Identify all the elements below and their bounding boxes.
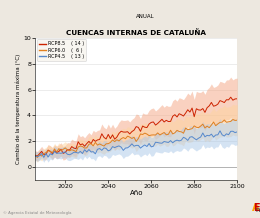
Text: E: E [253, 203, 259, 213]
Text: met: met [256, 207, 260, 213]
Legend: RCP8.5    ( 14 ), RCP6.0    (  6 ), RCP4.5    ( 13 ): RCP8.5 ( 14 ), RCP6.0 ( 6 ), RCP4.5 ( 13… [37, 39, 86, 61]
Text: ANUAL: ANUAL [136, 14, 155, 19]
Text: © Agencia Estatal de Meteorología: © Agencia Estatal de Meteorología [3, 211, 71, 215]
Title: CUENCAS INTERNAS DE CATALUÑA: CUENCAS INTERNAS DE CATALUÑA [66, 29, 206, 36]
Text: A: A [252, 203, 260, 213]
X-axis label: Año: Año [129, 191, 143, 196]
Y-axis label: Cambio de la temperatura máxima (°C): Cambio de la temperatura máxima (°C) [15, 54, 21, 164]
